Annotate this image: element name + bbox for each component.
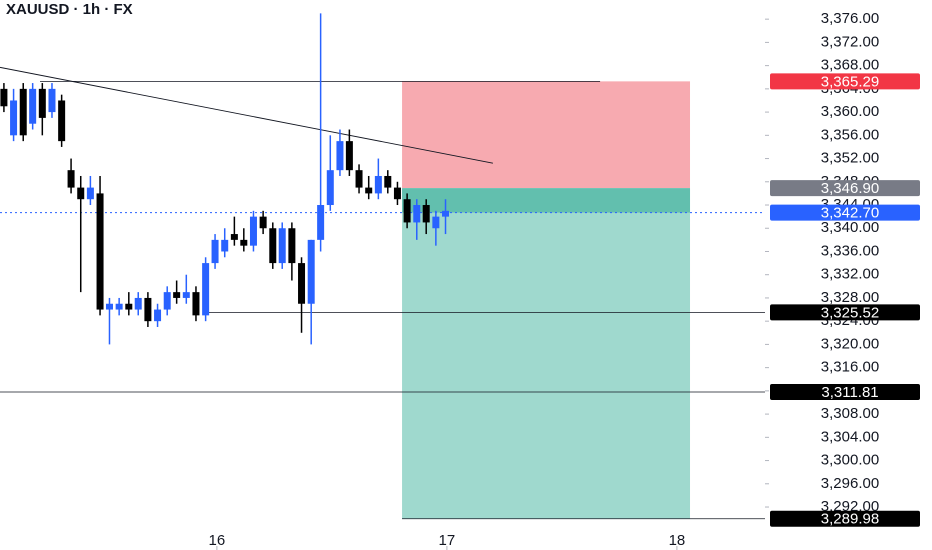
candle-body xyxy=(154,309,162,322)
y-tick-label: 3,356.00 xyxy=(821,126,879,143)
price-label-box xyxy=(770,304,920,321)
candle-body xyxy=(38,88,46,118)
y-tick-label: 3,296.00 xyxy=(821,475,879,492)
candle-body xyxy=(317,205,325,240)
price-label: 3,342.70 xyxy=(821,205,879,222)
price-label-box xyxy=(770,383,920,400)
y-tick-label: 3,328.00 xyxy=(821,289,879,306)
candle-body xyxy=(422,205,430,223)
candle-body xyxy=(221,239,229,252)
candle-body xyxy=(355,170,363,188)
candle-body xyxy=(230,234,238,240)
open-pnl-zone xyxy=(402,188,691,213)
plot: 3,292.00 3,296.00 3,300.00 3,304.00 3,308.00… xyxy=(0,10,920,550)
candle-body xyxy=(125,303,133,310)
candle-body xyxy=(173,292,181,298)
y-tick-label: 3,320.00 xyxy=(821,335,879,352)
candle-body xyxy=(278,228,286,264)
price-label: 3,346.90 xyxy=(821,180,879,197)
candle-body xyxy=(48,88,56,113)
candle-body xyxy=(249,216,257,246)
y-tick-label: 3,292.00 xyxy=(821,498,879,515)
candle-body xyxy=(105,303,113,310)
candle-body xyxy=(19,88,27,136)
stop-zone xyxy=(402,81,691,189)
candle-body xyxy=(240,239,248,246)
candle-body xyxy=(77,187,85,200)
price-label: 3,365.29 xyxy=(821,73,879,90)
candle-body xyxy=(393,187,401,200)
trend-line xyxy=(0,66,493,164)
candle-body xyxy=(67,170,75,188)
price-label-box xyxy=(770,510,920,527)
candle-body xyxy=(442,210,450,217)
y-tick-label: 3,372.00 xyxy=(821,33,879,50)
candle-body xyxy=(10,100,18,136)
y-tick-label: 3,360.00 xyxy=(821,103,879,120)
candle-body xyxy=(374,175,382,194)
y-tick-label: 3,368.00 xyxy=(821,57,879,74)
candle-body xyxy=(432,216,440,229)
y-tick-label: 3,332.00 xyxy=(821,266,879,283)
candle-body xyxy=(307,239,315,304)
candle-body xyxy=(134,297,142,310)
x-tick-label: 17 xyxy=(439,532,456,549)
price-label-box xyxy=(770,204,920,221)
candle-body xyxy=(0,88,8,107)
y-tick-label: 3,340.00 xyxy=(821,219,879,236)
candle-body xyxy=(259,216,267,229)
candle-body xyxy=(86,187,94,200)
y-tick-label: 3,308.00 xyxy=(821,405,879,422)
candle-body xyxy=(58,100,66,142)
price-label: 3,325.52 xyxy=(821,304,879,321)
candle-body xyxy=(345,141,353,171)
candle-body xyxy=(182,292,190,298)
y-tick-label: 3,352.00 xyxy=(821,150,879,167)
candle-body xyxy=(326,170,334,206)
candle-body xyxy=(115,303,123,310)
candle-body xyxy=(269,228,277,264)
candle-body xyxy=(202,263,210,316)
y-tick-label: 3,300.00 xyxy=(821,452,879,469)
price-label-box xyxy=(770,73,920,90)
candle-body xyxy=(413,205,421,223)
candle-body xyxy=(403,199,411,223)
candle-body xyxy=(144,297,152,322)
y-tick-label: 3,336.00 xyxy=(821,242,879,259)
chart-title: XAUUSD · 1h · FX xyxy=(6,1,133,18)
y-tick-label: 3,376.00 xyxy=(821,10,879,27)
price-label: 3,311.81 xyxy=(821,384,878,401)
price-label: 3,289.98 xyxy=(821,511,879,528)
candle-body xyxy=(384,175,392,188)
x-tick-label: 16 xyxy=(209,532,226,549)
candle-body xyxy=(163,292,171,310)
candle-body xyxy=(29,88,37,124)
candle-body xyxy=(211,239,219,264)
x-tick-label: 18 xyxy=(669,532,686,549)
candle-body xyxy=(192,292,200,316)
price-label-box xyxy=(770,180,920,197)
target-zone xyxy=(402,188,691,519)
candle-body xyxy=(365,187,373,194)
candle-body xyxy=(336,141,344,171)
candle-body xyxy=(298,263,306,304)
candle-body xyxy=(96,193,104,310)
y-tick-label: 3,316.00 xyxy=(821,359,879,376)
y-tick-label: 3,304.00 xyxy=(821,428,879,445)
candle-body xyxy=(288,228,296,264)
